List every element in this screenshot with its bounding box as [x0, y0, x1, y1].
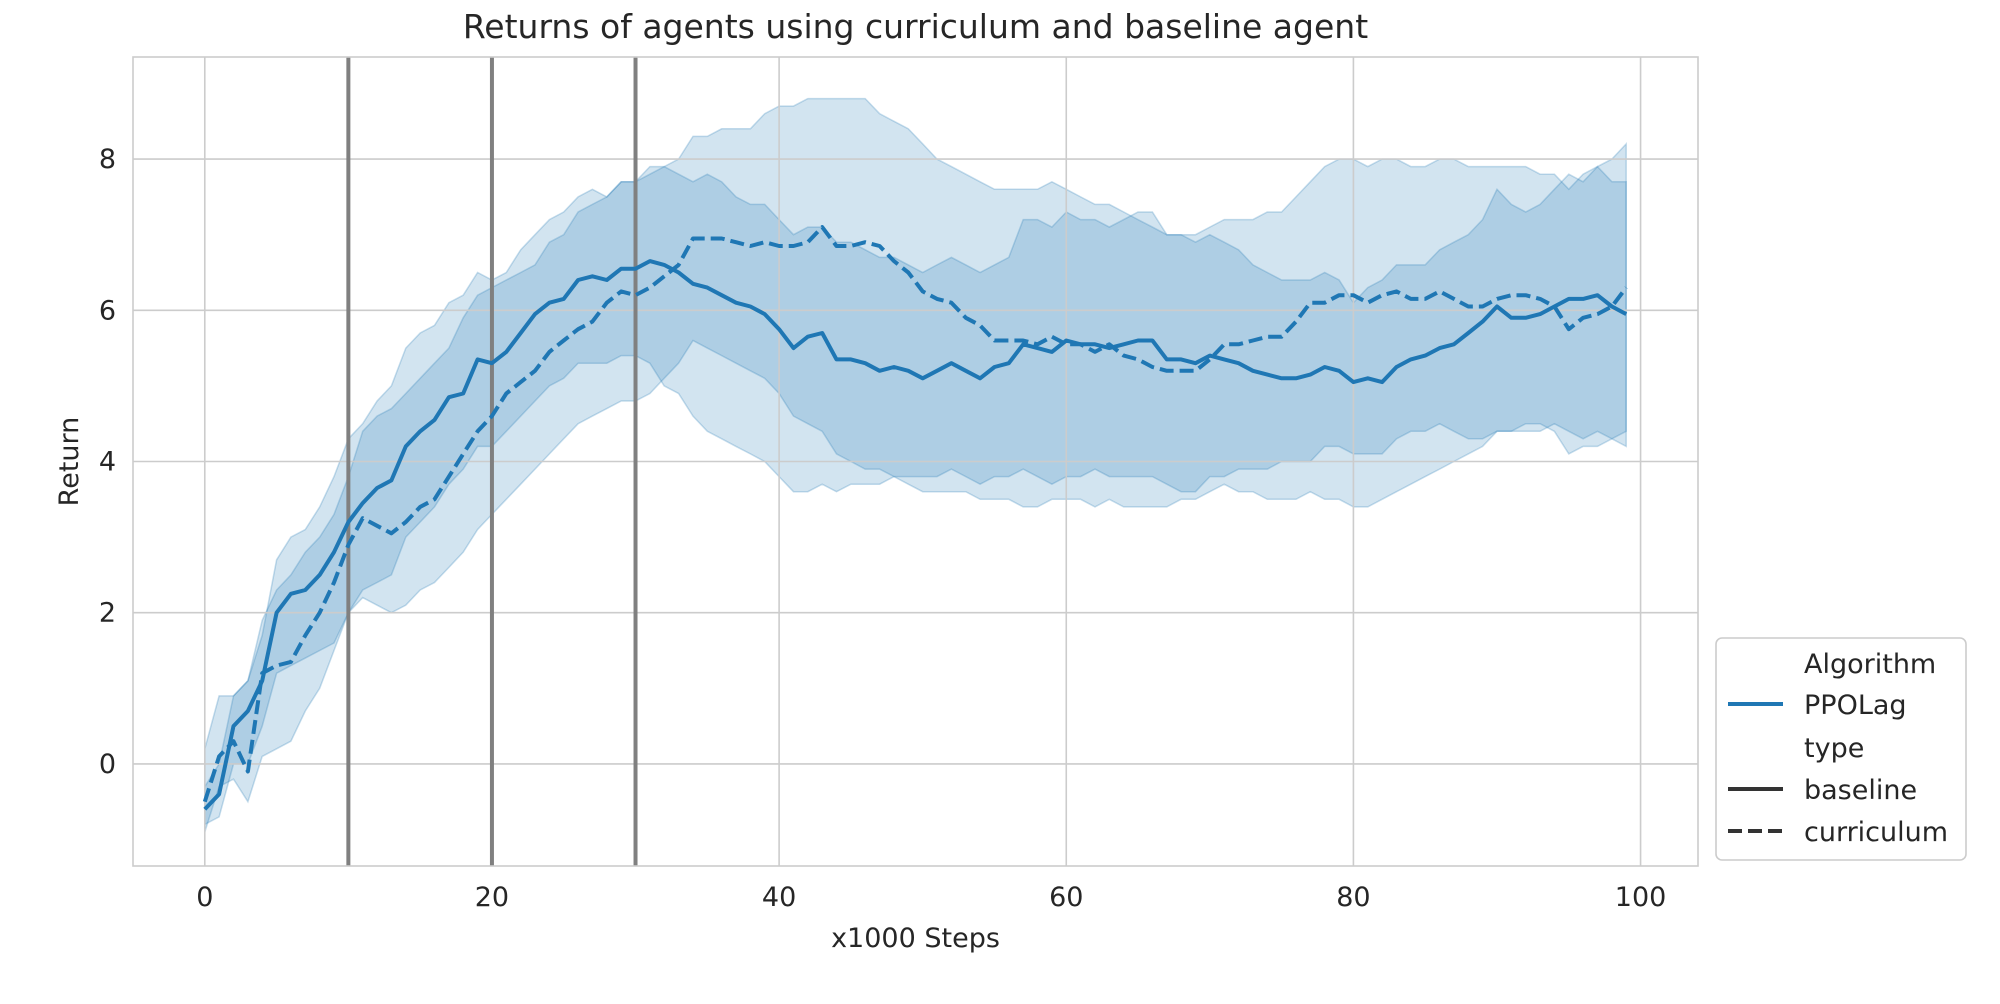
- legend-label-baseline: baseline: [1804, 775, 1917, 806]
- legend-label-curriculum: curriculum: [1804, 817, 1948, 848]
- confidence-band-baseline: [204, 165, 1627, 826]
- series-line-baseline: [203, 259, 1628, 811]
- chart-title: Returns of agents using curriculum and b…: [463, 7, 1368, 46]
- series-line-curriculum: [202, 225, 1628, 803]
- x-tick-label: 60: [1049, 882, 1083, 913]
- confidence-band-curriculum: [204, 97, 1627, 833]
- x-tick-label: 0: [196, 882, 213, 913]
- legend-box: [1715, 637, 1967, 861]
- x-tick-label: 40: [762, 882, 796, 913]
- x-tick-label: 80: [1336, 882, 1370, 913]
- y-tick-label: 4: [99, 447, 116, 478]
- y-tick-label: 2: [99, 598, 116, 629]
- y-tick-label: 6: [99, 295, 116, 326]
- legend-title-algorithm: Algorithm: [1804, 649, 1936, 680]
- x-tick-label: 100: [1615, 882, 1667, 913]
- x-axis-label: x1000 Steps: [831, 923, 1000, 954]
- x-tick-label: 20: [475, 882, 509, 913]
- y-tick-label: 8: [99, 144, 116, 175]
- legend-title-type: type: [1804, 733, 1864, 764]
- plot-frame: [132, 56, 1699, 867]
- y-axis-label: Return: [54, 417, 85, 507]
- legend-label-ppolag: PPOLag: [1804, 690, 1907, 721]
- legend: Algorithm PPOLag type baseline curriculu…: [1715, 637, 1967, 861]
- y-tick-label: 0: [99, 749, 116, 780]
